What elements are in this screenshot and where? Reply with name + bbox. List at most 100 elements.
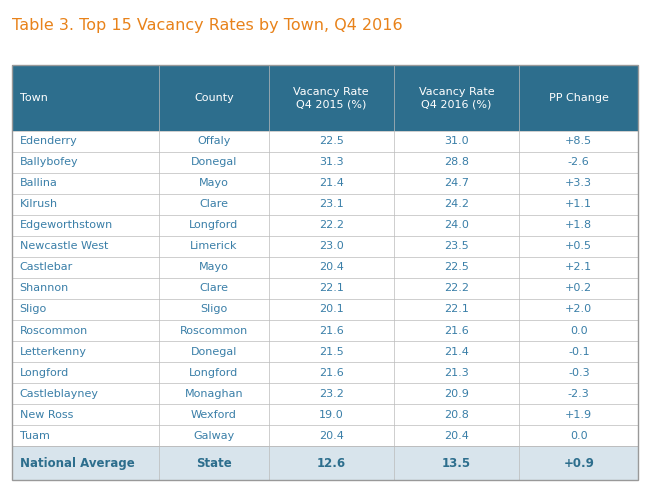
- Text: Edgeworthstown: Edgeworthstown: [20, 220, 112, 230]
- Bar: [12, 152, 638, 173]
- Text: 22.2: 22.2: [444, 284, 469, 293]
- Text: 19.0: 19.0: [319, 409, 344, 420]
- Bar: [12, 131, 638, 152]
- Text: +1.8: +1.8: [566, 220, 592, 230]
- Bar: [12, 65, 638, 131]
- Text: Sligo: Sligo: [200, 304, 227, 314]
- Text: 23.0: 23.0: [319, 241, 344, 252]
- Text: 31.0: 31.0: [444, 136, 469, 146]
- Bar: [12, 299, 638, 320]
- Text: Clare: Clare: [200, 284, 228, 293]
- Text: 23.5: 23.5: [444, 241, 469, 252]
- Text: Town: Town: [20, 93, 47, 103]
- Text: State: State: [196, 457, 231, 470]
- Text: 20.8: 20.8: [444, 409, 469, 420]
- Text: Table 3. Top 15 Vacancy Rates by Town, Q4 2016: Table 3. Top 15 Vacancy Rates by Town, Q…: [12, 18, 402, 33]
- Text: Longford: Longford: [20, 368, 69, 378]
- Bar: [12, 341, 638, 362]
- Text: -0.1: -0.1: [568, 347, 590, 357]
- Text: Roscommon: Roscommon: [20, 325, 88, 336]
- Text: 21.6: 21.6: [444, 325, 469, 336]
- Text: +2.0: +2.0: [566, 304, 592, 314]
- Text: 22.1: 22.1: [444, 304, 469, 314]
- Text: 21.6: 21.6: [319, 325, 344, 336]
- Text: Newcastle West: Newcastle West: [20, 241, 108, 252]
- Text: Monaghan: Monaghan: [185, 389, 243, 398]
- Text: 20.4: 20.4: [319, 263, 344, 273]
- Text: 21.6: 21.6: [319, 368, 344, 378]
- Text: 21.3: 21.3: [444, 368, 469, 378]
- Bar: [12, 173, 638, 194]
- Text: Longford: Longford: [189, 220, 239, 230]
- Text: County: County: [194, 93, 233, 103]
- Text: Wexford: Wexford: [191, 409, 237, 420]
- Text: Edenderry: Edenderry: [20, 136, 77, 146]
- Text: Longford: Longford: [189, 368, 239, 378]
- Text: 21.4: 21.4: [444, 347, 469, 357]
- Text: 20.1: 20.1: [319, 304, 344, 314]
- Text: 22.5: 22.5: [319, 136, 344, 146]
- Text: Tuam: Tuam: [20, 431, 49, 441]
- Text: Ballybofey: Ballybofey: [20, 157, 78, 167]
- Text: PP Change: PP Change: [549, 93, 608, 103]
- Text: 20.4: 20.4: [319, 431, 344, 441]
- Text: Shannon: Shannon: [20, 284, 69, 293]
- Text: Galway: Galway: [193, 431, 235, 441]
- Text: +0.2: +0.2: [566, 284, 592, 293]
- Text: 23.2: 23.2: [319, 389, 344, 398]
- Text: Mayo: Mayo: [199, 179, 229, 188]
- Text: -0.3: -0.3: [568, 368, 590, 378]
- Bar: [12, 215, 638, 236]
- Text: 21.4: 21.4: [319, 179, 344, 188]
- Text: 0.0: 0.0: [570, 431, 588, 441]
- Text: +3.3: +3.3: [566, 179, 592, 188]
- Bar: [12, 236, 638, 257]
- Bar: [12, 320, 638, 341]
- Text: 13.5: 13.5: [442, 457, 471, 470]
- Text: +2.1: +2.1: [566, 263, 592, 273]
- Text: +1.9: +1.9: [566, 409, 592, 420]
- Text: -2.3: -2.3: [568, 389, 590, 398]
- Text: 22.1: 22.1: [319, 284, 344, 293]
- Text: 24.0: 24.0: [444, 220, 469, 230]
- Text: 0.0: 0.0: [570, 325, 588, 336]
- Text: Ballina: Ballina: [20, 179, 57, 188]
- Text: 24.2: 24.2: [444, 199, 469, 209]
- Text: 28.8: 28.8: [444, 157, 469, 167]
- Text: Mayo: Mayo: [199, 263, 229, 273]
- Text: Vacancy Rate
Q4 2016 (%): Vacancy Rate Q4 2016 (%): [419, 87, 495, 109]
- Text: Castlebar: Castlebar: [20, 263, 73, 273]
- Text: 21.5: 21.5: [319, 347, 344, 357]
- Text: 31.3: 31.3: [319, 157, 344, 167]
- Text: Letterkenny: Letterkenny: [20, 347, 86, 357]
- Text: Sligo: Sligo: [20, 304, 47, 314]
- Text: National Average: National Average: [20, 457, 135, 470]
- Bar: [12, 257, 638, 278]
- Text: 24.7: 24.7: [444, 179, 469, 188]
- Text: -2.6: -2.6: [568, 157, 590, 167]
- Text: 22.2: 22.2: [318, 220, 344, 230]
- Text: Roscommon: Roscommon: [179, 325, 248, 336]
- Text: Kilrush: Kilrush: [20, 199, 58, 209]
- Text: +1.1: +1.1: [566, 199, 592, 209]
- Text: +0.9: +0.9: [564, 457, 594, 470]
- Text: Offaly: Offaly: [197, 136, 231, 146]
- Bar: [12, 194, 638, 215]
- Bar: [12, 425, 638, 446]
- Text: 12.6: 12.6: [317, 457, 346, 470]
- Bar: [12, 404, 638, 425]
- Text: New Ross: New Ross: [20, 409, 73, 420]
- Bar: [12, 383, 638, 404]
- Text: 22.5: 22.5: [444, 263, 469, 273]
- Text: Clare: Clare: [200, 199, 228, 209]
- Text: Limerick: Limerick: [190, 241, 237, 252]
- Text: +8.5: +8.5: [566, 136, 592, 146]
- Bar: [12, 362, 638, 383]
- Text: Vacancy Rate
Q4 2015 (%): Vacancy Rate Q4 2015 (%): [293, 87, 369, 109]
- Text: 20.4: 20.4: [444, 431, 469, 441]
- Bar: [12, 446, 638, 480]
- Text: 23.1: 23.1: [319, 199, 344, 209]
- Bar: [12, 65, 638, 480]
- Bar: [12, 278, 638, 299]
- Text: +0.5: +0.5: [566, 241, 592, 252]
